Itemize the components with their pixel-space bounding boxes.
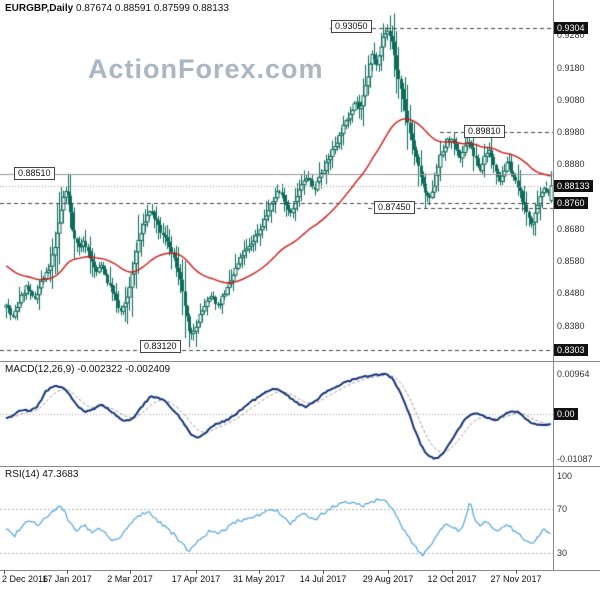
price-annotation-box[interactable]: 0.87450 xyxy=(374,200,415,214)
y-axis-line xyxy=(553,0,554,570)
x-axis-label: 2 Dec 2016 xyxy=(2,574,49,584)
y-axis-label: 0.8580 xyxy=(557,256,585,267)
symbol-timeframe-label: EURGBP,Daily xyxy=(5,3,74,14)
x-axis-tick xyxy=(196,570,197,574)
x-axis-line xyxy=(0,570,600,571)
macd-axis-label: 0.00 xyxy=(554,408,578,420)
panel-separator-rsi[interactable] xyxy=(0,466,600,467)
x-axis-label: 31 May 2017 xyxy=(232,574,286,584)
y-axis-price-box: 0.8760 xyxy=(554,197,588,210)
macd-axis-label: 0.00964 xyxy=(557,368,590,379)
y-axis-label: 0.8980 xyxy=(557,127,585,138)
y-axis-label: 0.8380 xyxy=(557,320,585,331)
ohlc-values: 0.87674 0.88591 0.87599 0.88133 xyxy=(75,3,229,14)
macd-indicator-label: MACD(12,26,9) -0.002322 -0.002409 xyxy=(5,364,171,375)
x-axis-tick xyxy=(516,570,517,574)
x-axis-label: 2 Mar 2017 xyxy=(107,574,153,584)
x-axis-tick xyxy=(323,570,324,574)
x-axis-tick xyxy=(130,570,131,574)
x-axis-label: 27 Nov 2017 xyxy=(490,574,542,584)
y-axis-price-box: 0.88133 xyxy=(554,179,593,192)
x-axis-label: 17 Jan 2017 xyxy=(42,574,92,584)
x-axis-tick xyxy=(259,570,260,574)
panel-separator-macd[interactable] xyxy=(0,361,600,362)
x-axis-label: 12 Oct 2017 xyxy=(427,574,477,584)
y-axis-label: 0.9080 xyxy=(557,94,585,105)
price-annotation-box[interactable]: 0.83120 xyxy=(140,340,181,354)
y-axis-label: 0.8480 xyxy=(557,288,585,299)
macd-axis-label: -0.01087 xyxy=(557,454,593,465)
rsi-axis-label: 30 xyxy=(557,547,568,558)
y-axis-label: 0.8680 xyxy=(557,223,585,234)
x-axis-label: 17 Apr 2017 xyxy=(171,574,221,584)
price-annotation-box[interactable]: 0.88510 xyxy=(14,166,55,180)
y-axis-label: 0.9180 xyxy=(557,62,585,73)
rsi-indicator-label: RSI(14) 47.3683 xyxy=(5,469,79,480)
x-axis-tick xyxy=(452,570,453,574)
x-axis-label: 29 Aug 2017 xyxy=(362,574,414,584)
rsi-axis-label: 70 xyxy=(557,503,568,514)
x-axis-tick xyxy=(4,570,5,574)
y-axis-label: 0.9280 xyxy=(557,30,585,41)
chart-header: EURGBP,Daily 0.87674 0.88591 0.87599 0.8… xyxy=(5,3,229,14)
x-axis-label: 14 Jul 2017 xyxy=(299,574,347,584)
x-axis-tick xyxy=(67,570,68,574)
rsi-axis-label: 100 xyxy=(557,470,573,481)
price-annotation-box[interactable]: 0.89810 xyxy=(464,124,505,138)
price-annotation-box[interactable]: 0.93050 xyxy=(331,20,372,34)
y-axis-label: 0.8880 xyxy=(557,159,585,170)
x-axis-tick xyxy=(388,570,389,574)
y-axis-price-box: 0.8303 xyxy=(554,344,588,357)
y-axis-price-box: 0.9304 xyxy=(554,21,588,34)
